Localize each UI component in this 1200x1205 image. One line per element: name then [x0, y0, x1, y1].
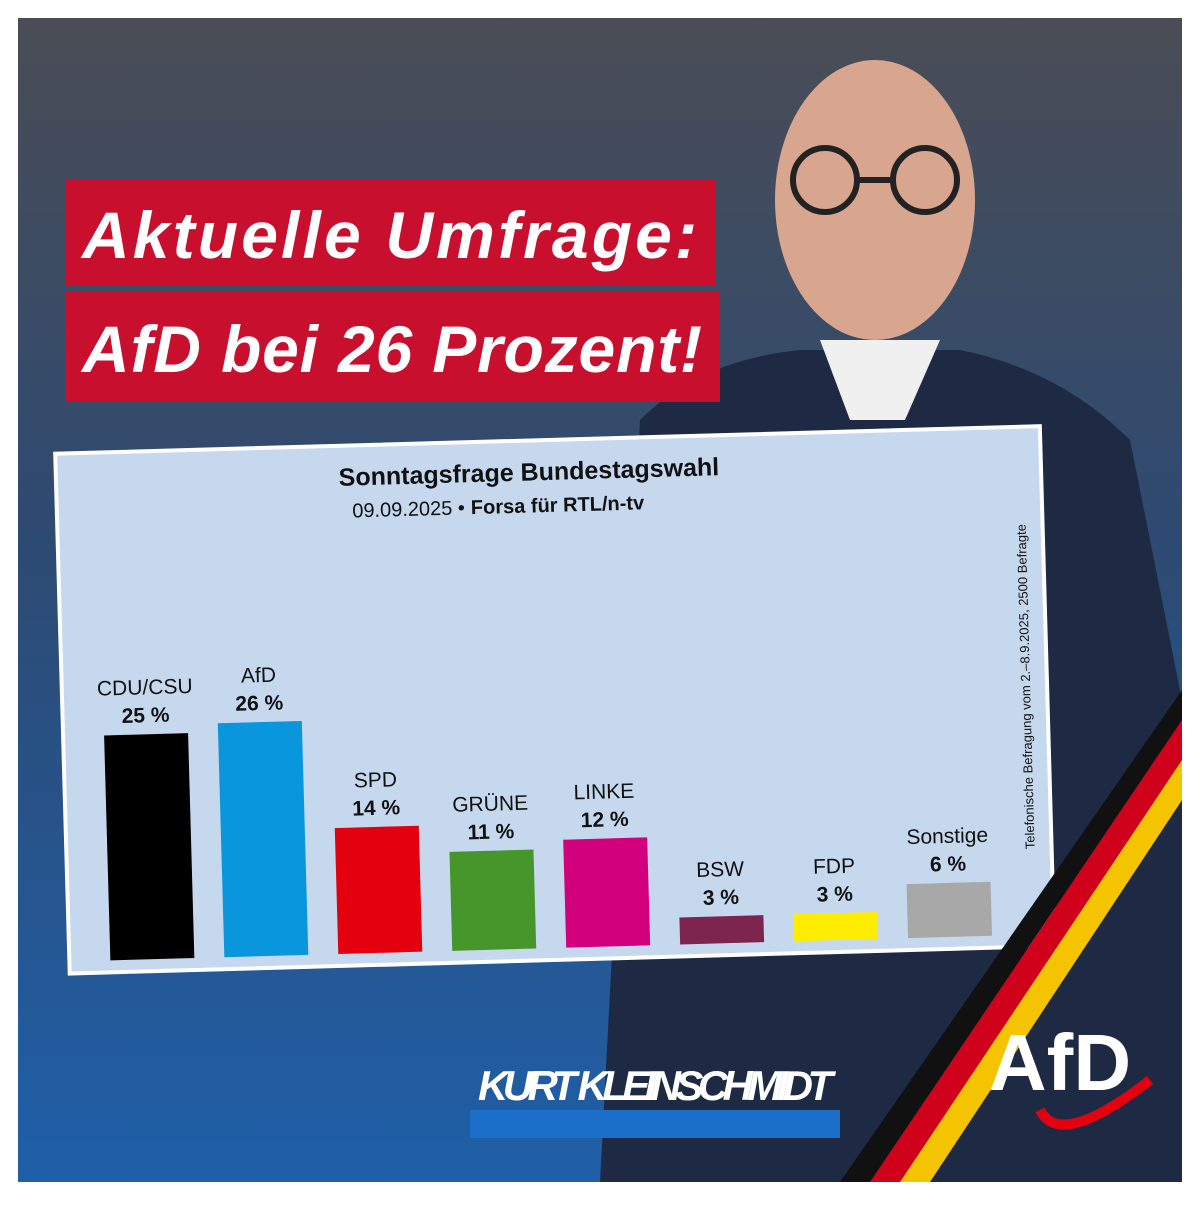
bar [104, 733, 195, 961]
stripe [840, 690, 1182, 1182]
category-label: SPD [354, 768, 398, 792]
bar [793, 911, 879, 942]
headline: Aktuelle Umfrage: [80, 198, 697, 272]
headline-box [65, 180, 715, 285]
bar [449, 849, 537, 951]
stripe [900, 760, 1182, 1182]
value-label: 14 % [352, 796, 401, 820]
category-label: FDP [813, 855, 856, 879]
value-label: 25 % [121, 704, 170, 728]
chart-source: Forsa für RTL/n-tv [471, 492, 646, 519]
value-label: 11 % [467, 820, 515, 844]
bar [563, 837, 651, 948]
bar [217, 720, 309, 958]
category-label: AfD [241, 664, 277, 688]
chart-subtitle: 09.09.2025 • [352, 497, 465, 522]
category-label: GRÜNE [452, 792, 528, 817]
collar [820, 340, 940, 420]
value-label: 3 % [816, 883, 853, 907]
logo-arrow [1035, 1076, 1154, 1130]
value-label: 26 % [235, 691, 284, 715]
glasses [790, 145, 960, 215]
value-label: 3 % [702, 886, 739, 910]
value-label: 6 % [930, 852, 967, 876]
category-label: LINKE [573, 780, 634, 805]
bar [334, 825, 423, 955]
category-label: BSW [696, 858, 745, 882]
value-label: 12 % [580, 808, 629, 832]
headline-box [65, 292, 720, 402]
head [775, 60, 975, 340]
chart: Sonntagsfrage Bundestagswahl 09.09.2025 … [53, 424, 1057, 976]
bar [679, 915, 765, 945]
bar [906, 881, 993, 939]
category-label: Sonstige [906, 824, 988, 849]
logo: AfD [989, 1018, 1131, 1107]
name: KURT KLEINSCHMIDT [478, 1062, 836, 1109]
name-bar [470, 1110, 840, 1138]
headline: AfD bei 26 Prozent! [80, 312, 702, 386]
category-label: CDU/CSU [97, 675, 193, 701]
stripe [870, 720, 1182, 1182]
